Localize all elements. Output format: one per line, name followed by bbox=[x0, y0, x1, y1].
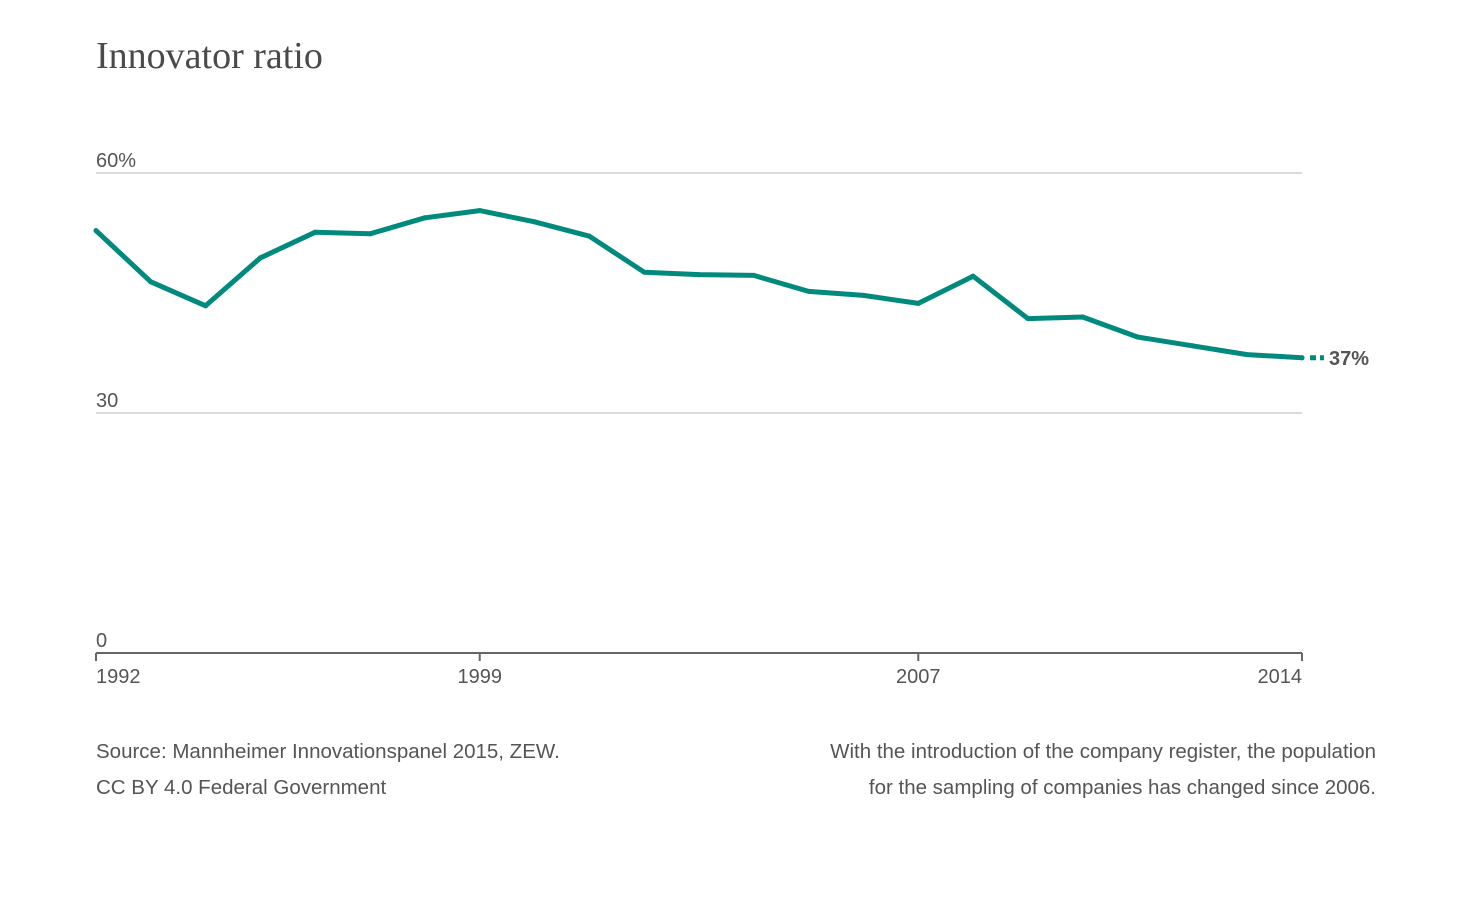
data-point bbox=[970, 273, 976, 279]
end-value-label: 37% bbox=[1329, 348, 1369, 370]
data-point bbox=[751, 272, 757, 278]
source-text: Source: Mannheimer Innovationspanel 2015… bbox=[96, 740, 560, 763]
data-point bbox=[915, 300, 921, 306]
data-point bbox=[532, 219, 538, 225]
x-tick-label: 2007 bbox=[896, 666, 941, 688]
y-axis-labels: 60% 30 0 bbox=[96, 150, 136, 652]
x-axis: 1992 1999 2007 2014 bbox=[95, 652, 1303, 688]
end-label-layer: 37% bbox=[1310, 348, 1369, 370]
license-text: CC BY 4.0 Federal Government bbox=[96, 776, 387, 799]
x-tick-label: 2014 bbox=[1258, 666, 1303, 688]
data-point bbox=[477, 208, 483, 214]
data-point bbox=[806, 288, 812, 294]
data-point bbox=[1025, 316, 1031, 322]
y-tick-label: 30 bbox=[96, 390, 118, 412]
y-tick-label: 0 bbox=[96, 630, 107, 652]
x-tick-label: 1992 bbox=[96, 666, 141, 688]
data-point bbox=[641, 269, 647, 275]
data-point bbox=[257, 255, 263, 261]
data-point bbox=[367, 231, 373, 237]
data-point bbox=[860, 292, 866, 298]
series-layer bbox=[93, 208, 1305, 361]
data-point bbox=[1189, 343, 1195, 349]
note-line-2: for the sampling of companies has change… bbox=[868, 776, 1376, 799]
source-note: Source: Mannheimer Innovationspanel 2015… bbox=[96, 734, 560, 806]
data-point bbox=[1299, 355, 1305, 361]
chart-title: Innovator ratio bbox=[96, 35, 323, 77]
data-point bbox=[1244, 352, 1250, 358]
methodology-note: With the introduction of the company reg… bbox=[830, 734, 1376, 806]
line-chart: 60% 30 0 1992 1999 2007 2014 37% bbox=[93, 150, 1369, 688]
grid-lines bbox=[96, 172, 1302, 414]
data-point bbox=[1135, 334, 1141, 340]
y-tick-label: 60% bbox=[96, 150, 136, 172]
data-point bbox=[586, 233, 592, 239]
data-point bbox=[93, 228, 99, 234]
series-line-0 bbox=[93, 208, 1305, 361]
note-line-1: With the introduction of the company reg… bbox=[830, 740, 1376, 763]
data-point bbox=[696, 272, 702, 278]
data-point bbox=[422, 215, 428, 221]
data-point bbox=[312, 229, 318, 235]
data-point bbox=[148, 279, 154, 285]
data-point bbox=[203, 303, 209, 309]
x-tick-label: 1999 bbox=[457, 666, 502, 688]
data-point bbox=[1080, 314, 1086, 320]
